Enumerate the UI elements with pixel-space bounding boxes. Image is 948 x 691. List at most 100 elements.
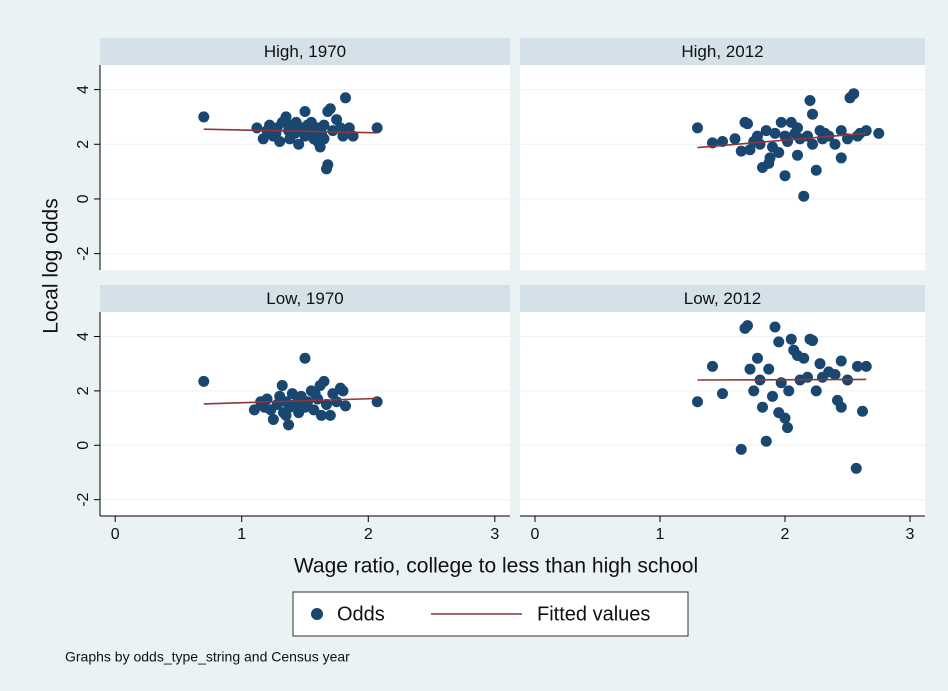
panel-title: Low, 2012 bbox=[684, 289, 762, 308]
panel-header bbox=[520, 285, 925, 312]
odds-point bbox=[318, 119, 330, 131]
odds-point bbox=[810, 385, 822, 397]
legend-label: Fitted values bbox=[537, 603, 650, 625]
odds-point bbox=[754, 138, 766, 150]
odds-point bbox=[302, 396, 314, 408]
odds-point bbox=[707, 360, 718, 372]
odds-point bbox=[305, 116, 317, 128]
odds-point bbox=[804, 95, 816, 107]
panel-title: High, 1970 bbox=[264, 42, 346, 61]
odds-point bbox=[775, 116, 787, 128]
odds-point bbox=[798, 190, 810, 202]
odds-point bbox=[873, 127, 885, 139]
odds-point bbox=[742, 118, 753, 130]
odds-point bbox=[735, 145, 747, 157]
odds-point bbox=[835, 401, 847, 413]
odds-point bbox=[729, 133, 741, 145]
odds-point bbox=[807, 108, 818, 120]
panel-title: High, 2012 bbox=[681, 42, 763, 61]
odds-point bbox=[324, 409, 336, 421]
odds-point bbox=[331, 114, 343, 126]
odds-point bbox=[773, 146, 785, 158]
odds-point bbox=[810, 164, 822, 176]
odds-point bbox=[308, 404, 320, 416]
plot-area bbox=[100, 65, 510, 270]
x-tick-label: 2 bbox=[781, 526, 790, 543]
odds-point bbox=[293, 393, 305, 405]
odds-point bbox=[321, 398, 333, 410]
odds-point bbox=[798, 352, 810, 364]
odds-point bbox=[752, 352, 763, 364]
odds-point bbox=[744, 144, 756, 156]
odds-point bbox=[322, 159, 334, 171]
odds-point bbox=[327, 388, 339, 400]
plot-area bbox=[520, 65, 925, 270]
odds-point bbox=[371, 122, 383, 134]
odds-point bbox=[274, 136, 286, 148]
plot-area bbox=[100, 312, 510, 516]
y-tick-label: 4 bbox=[75, 332, 92, 341]
odds-point bbox=[198, 375, 210, 387]
legend-marker bbox=[311, 608, 323, 620]
odds-point bbox=[773, 336, 785, 348]
odds-point bbox=[835, 355, 847, 367]
odds-point bbox=[852, 360, 863, 372]
odds-point bbox=[318, 375, 330, 387]
odds-point bbox=[251, 122, 263, 134]
odds-point bbox=[829, 138, 841, 150]
y-tick-label: -2 bbox=[75, 246, 92, 260]
odds-point bbox=[829, 369, 841, 381]
odds-point bbox=[742, 320, 753, 332]
odds-point bbox=[782, 136, 793, 148]
y-tick-label: 4 bbox=[75, 85, 92, 94]
odds-point bbox=[735, 443, 747, 455]
odds-point bbox=[860, 360, 872, 372]
y-tick-label: 0 bbox=[75, 194, 92, 203]
odds-point bbox=[779, 170, 791, 182]
odds-point bbox=[775, 377, 787, 389]
odds-point bbox=[324, 103, 336, 115]
fitted-line bbox=[697, 132, 867, 149]
odds-point bbox=[280, 111, 292, 123]
y-tick-label: 2 bbox=[75, 386, 92, 395]
odds-point bbox=[198, 111, 210, 123]
odds-point bbox=[763, 363, 775, 375]
odds-point bbox=[299, 352, 311, 364]
x-tick-label: 3 bbox=[906, 526, 915, 543]
odds-point bbox=[744, 363, 756, 375]
odds-point bbox=[848, 88, 860, 100]
odds-point bbox=[276, 379, 288, 391]
odds-point bbox=[782, 422, 793, 434]
panel-header bbox=[520, 38, 925, 65]
odds-point bbox=[807, 138, 818, 150]
odds-point bbox=[857, 405, 868, 417]
odds-point bbox=[299, 105, 311, 117]
odds-point bbox=[337, 385, 349, 397]
fitted-line bbox=[203, 397, 378, 405]
odds-point bbox=[814, 358, 826, 370]
odds-point bbox=[692, 122, 703, 134]
odds-point bbox=[760, 125, 772, 137]
panel-header bbox=[100, 38, 510, 65]
odds-point bbox=[785, 333, 797, 345]
odds-point bbox=[343, 122, 355, 134]
odds-point bbox=[769, 127, 781, 139]
odds-point bbox=[267, 413, 279, 425]
odds-point bbox=[692, 396, 703, 408]
x-tick-label: 1 bbox=[656, 526, 665, 543]
panel-header bbox=[100, 285, 510, 312]
odds-point bbox=[773, 407, 785, 419]
odds-point bbox=[290, 116, 302, 128]
odds-point bbox=[835, 152, 847, 164]
x-tick-label: 0 bbox=[531, 526, 540, 543]
odds-point bbox=[835, 125, 847, 137]
odds-point bbox=[347, 130, 359, 142]
odds-point bbox=[760, 435, 772, 447]
odds-point bbox=[309, 388, 321, 400]
odds-point bbox=[769, 321, 781, 333]
odds-point bbox=[293, 138, 305, 150]
odds-point bbox=[757, 401, 768, 413]
odds-point bbox=[257, 133, 269, 145]
x-tick-label: 3 bbox=[490, 526, 499, 543]
